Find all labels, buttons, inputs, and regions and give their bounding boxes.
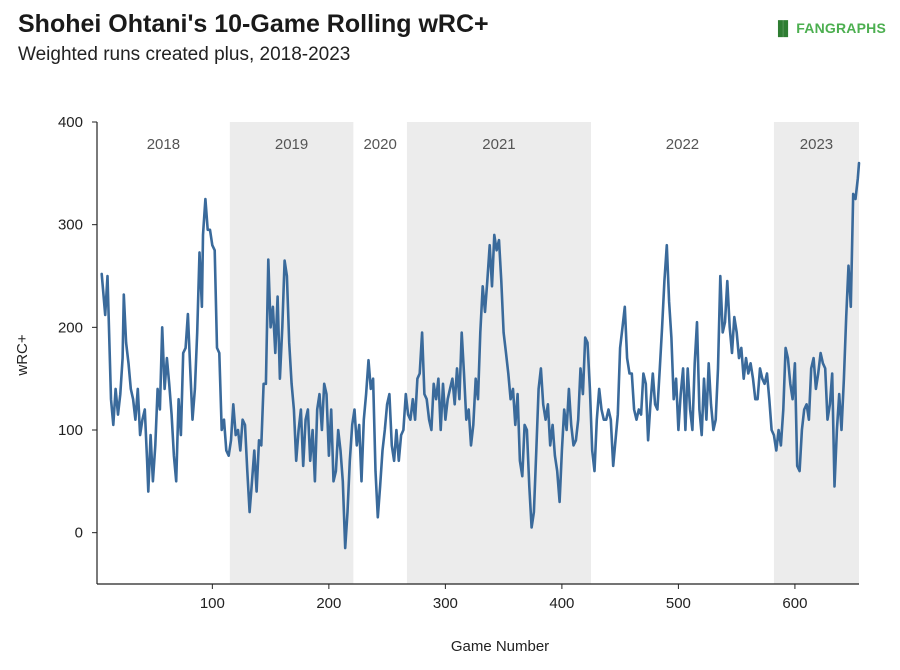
season-label-2023: 2023	[800, 136, 833, 153]
x-axis-label: Game Number	[451, 638, 549, 655]
x-tick-label-400: 400	[549, 595, 574, 612]
fangraphs-logo[interactable]: ▐▌ FANGRAPHS	[773, 20, 886, 36]
fangraphs-logo-text: FANGRAPHS	[796, 20, 886, 36]
season-label-2020: 2020	[363, 136, 396, 153]
y-tick-label-200: 200	[58, 319, 83, 336]
season-label-2022: 2022	[666, 136, 699, 153]
x-tick-label-200: 200	[316, 595, 341, 612]
x-tick-label-600: 600	[782, 595, 807, 612]
y-tick-label-0: 0	[75, 525, 83, 542]
axes	[96, 122, 859, 585]
chart-subtitle: Weighted runs created plus, 2018-2023	[18, 44, 351, 65]
y-tick-label-400: 400	[58, 114, 83, 131]
x-tick-label-300: 300	[433, 595, 458, 612]
y-axis-ticks: 0 100 200 300 400	[58, 114, 97, 542]
y-tick-label-100: 100	[58, 422, 83, 439]
chart-title: Shohei Ohtani's 10-Game Rolling wRC+	[18, 10, 489, 38]
wrc-line-series-0	[100, 161, 861, 550]
season-band-2021	[406, 122, 592, 584]
y-axis-label: wRC+	[14, 334, 31, 376]
season-labels: 2018 2019 2020 2021 2022 2023	[147, 136, 833, 153]
season-label-2019: 2019	[275, 136, 308, 153]
season-shading	[229, 122, 859, 584]
season-label-2021: 2021	[482, 136, 515, 153]
season-band-2019	[229, 122, 354, 584]
x-tick-label-100: 100	[200, 595, 225, 612]
season-label-2018: 2018	[147, 136, 180, 153]
y-tick-label-300: 300	[58, 217, 83, 234]
x-tick-label-500: 500	[666, 595, 691, 612]
x-axis-ticks: 100 200 300 400 500 600	[200, 584, 807, 612]
fangraphs-logo-icon: ▐▌	[773, 20, 794, 36]
series-lines	[100, 161, 861, 550]
